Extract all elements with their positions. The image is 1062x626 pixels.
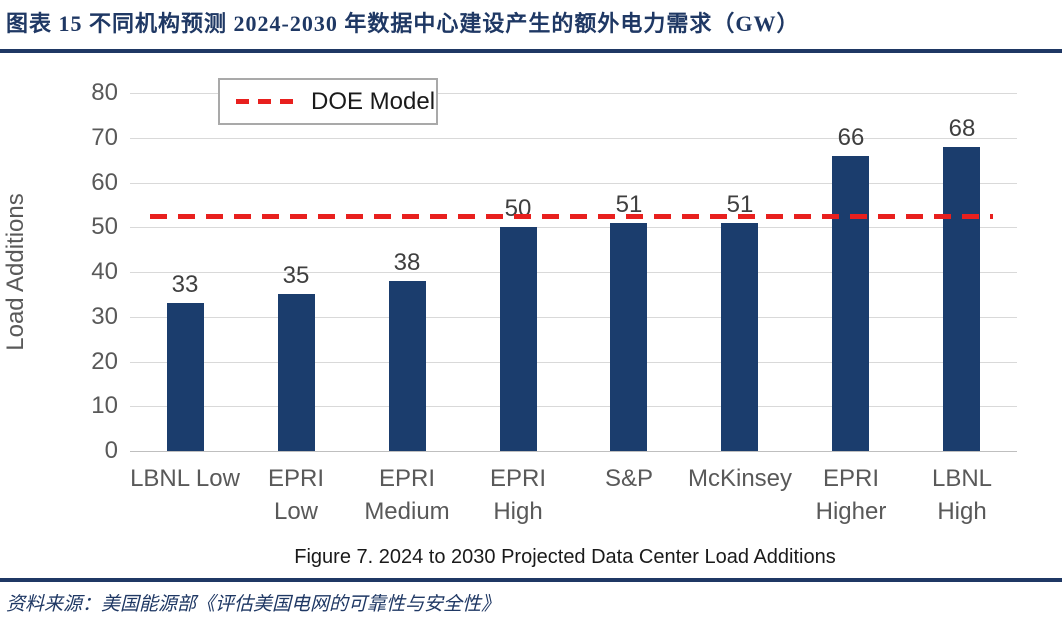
gridline	[130, 451, 1017, 452]
x-tick-line: LBNL Low	[130, 465, 240, 492]
bar	[167, 303, 204, 451]
bar-value-label: 38	[393, 249, 421, 276]
gridline	[130, 272, 1017, 273]
reference-line	[150, 214, 993, 219]
bar-value-label: 35	[282, 262, 310, 289]
x-tick-line: Higher	[815, 498, 887, 525]
bar	[721, 223, 758, 451]
page-title: 图表 15 不同机构预测 2024-2030 年数据中心建设产生的额外电力需求（…	[6, 11, 800, 36]
x-tick-label: S&P	[564, 462, 694, 495]
bar-value-label: 66	[837, 124, 865, 151]
x-tick-label: LBNL Low	[120, 462, 250, 495]
bar	[832, 156, 869, 451]
y-tick-label: 10	[91, 392, 118, 419]
bar-value-label: 51	[726, 191, 754, 218]
y-tick-label: 30	[91, 303, 118, 330]
source-note: 资料来源：美国能源部《评估美国电网的可靠性与安全性》	[6, 594, 501, 615]
x-tick-label: EPRI Medium	[342, 462, 472, 528]
gridline	[130, 362, 1017, 363]
x-tick-line: S&P	[604, 465, 654, 492]
bar-value-label: 68	[948, 115, 976, 142]
x-tick-line: EPRI	[489, 465, 546, 492]
legend-label: DOE Model	[311, 87, 436, 115]
y-tick-label: 40	[91, 258, 118, 285]
x-tick-line: EPRI	[267, 465, 324, 492]
gridline	[130, 93, 1017, 94]
gridline	[130, 138, 1017, 139]
x-tick-line: Medium	[364, 498, 450, 525]
y-tick-label: 20	[91, 348, 118, 375]
y-tick-label: 70	[91, 124, 118, 151]
x-tick-label: McKinsey	[675, 462, 805, 495]
x-tick-line: EPRI	[378, 465, 435, 492]
footer-divider	[0, 578, 1062, 582]
x-tick-line: LBNL	[931, 465, 993, 492]
x-tick-label: EPRI Low	[231, 462, 361, 528]
gridline	[130, 406, 1017, 407]
bar	[610, 223, 647, 451]
gridline	[130, 227, 1017, 228]
x-tick-line: High	[493, 498, 543, 525]
bar	[500, 227, 537, 451]
bar	[943, 147, 980, 451]
bar-value-label: 51	[615, 191, 643, 218]
legend: DOE Model	[218, 78, 438, 125]
x-tick-line: High	[937, 498, 987, 525]
bar-value-label: 33	[171, 271, 199, 298]
bar	[389, 281, 426, 451]
y-tick-label: 0	[104, 437, 118, 464]
figure-caption: Figure 7. 2024 to 2030 Projected Data Ce…	[294, 546, 836, 568]
x-tick-line: McKinsey	[687, 465, 793, 492]
x-tick-label: EPRI High	[453, 462, 583, 528]
x-tick-line: Low	[273, 498, 319, 525]
gridline	[130, 317, 1017, 318]
x-tick-label: EPRI Higher	[786, 462, 916, 528]
x-tick-label: LBNL High	[897, 462, 1027, 528]
title-divider	[0, 49, 1062, 53]
x-tick-line: EPRI	[822, 465, 879, 492]
gridline	[130, 183, 1017, 184]
y-tick-label: 60	[91, 169, 118, 196]
bar	[278, 294, 315, 451]
y-tick-label: 80	[91, 79, 118, 106]
dashed-line-icon	[236, 99, 298, 104]
y-tick-label: 50	[91, 213, 118, 240]
